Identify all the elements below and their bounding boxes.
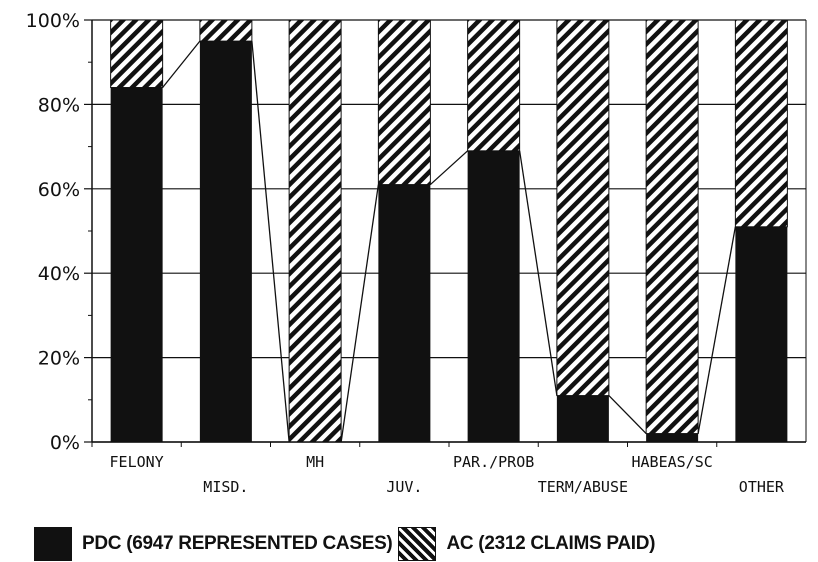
y-tick-label: 40% (38, 263, 80, 285)
x-category-label: OTHER (739, 478, 785, 496)
legend-swatch-ac (398, 527, 437, 561)
x-category-label: TERM/ABUSE (538, 478, 628, 496)
axis-labels: 0% 20% 40% 60% 80% 100% FELONY MISD. MH JUV. PAR./… (26, 10, 785, 496)
y-tick-label: 60% (38, 179, 80, 201)
y-tick-label: 80% (38, 94, 80, 116)
bar-segment-ac (645, 19, 699, 435)
axes (84, 19, 807, 447)
series-connector-line (162, 40, 201, 88)
bar-segment-pdc (110, 87, 163, 443)
series-connector-line (697, 226, 737, 434)
x-category-label: PAR./PROB (453, 453, 534, 471)
series-connector-line (251, 41, 290, 443)
series-connector-line (340, 184, 380, 443)
x-category-label: HABEAS/SC (631, 453, 712, 471)
legend-label-ac: AC (2312 CLAIMS PAID) (446, 533, 656, 554)
series-connector-line (608, 395, 647, 435)
bar-segment-ac (377, 19, 431, 186)
bars (110, 19, 788, 443)
series-connector-line (518, 150, 558, 396)
x-category-label: JUV. (386, 478, 422, 496)
bar-segment-ac (288, 19, 342, 443)
gridlines (92, 19, 806, 443)
bar-segment-pdc (556, 395, 609, 442)
stacked-bar-chart: 0% 20% 40% 60% 80% 100% FELONY MISD. MH JUV. PAR./… (26, 10, 807, 496)
y-tick-label: 100% (26, 10, 80, 32)
bar-segment-pdc (199, 41, 252, 442)
bar-segment-ac (467, 19, 521, 152)
bar-segment-pdc (646, 433, 699, 442)
legend-item-pdc: PDC (6947 REPRESENTED CASES) (34, 527, 393, 561)
legend-swatch-pdc (34, 527, 72, 561)
bar-segment-pdc (378, 184, 431, 442)
series-lines (162, 40, 737, 443)
legend: PDC (6947 REPRESENTED CASES) AC (2312 CL… (34, 526, 655, 562)
x-category-label: MISD. (203, 478, 248, 496)
bar-segment-ac (556, 19, 610, 397)
series-connector-line (429, 150, 469, 186)
y-tick-label: 20% (38, 348, 80, 370)
x-category-label: MH (306, 453, 324, 471)
legend-item-ac: AC (2312 CLAIMS PAID) (398, 527, 655, 561)
bar-segment-pdc (735, 226, 788, 442)
bar-segment-pdc (467, 150, 520, 442)
bar-segment-ac (199, 19, 253, 42)
legend-label-pdc: PDC (6947 REPRESENTED CASES) (82, 533, 393, 554)
bar-segment-ac (110, 19, 164, 89)
bar-segment-ac (734, 19, 788, 228)
x-category-label: FELONY (110, 453, 164, 471)
y-tick-label: 0% (50, 432, 80, 454)
